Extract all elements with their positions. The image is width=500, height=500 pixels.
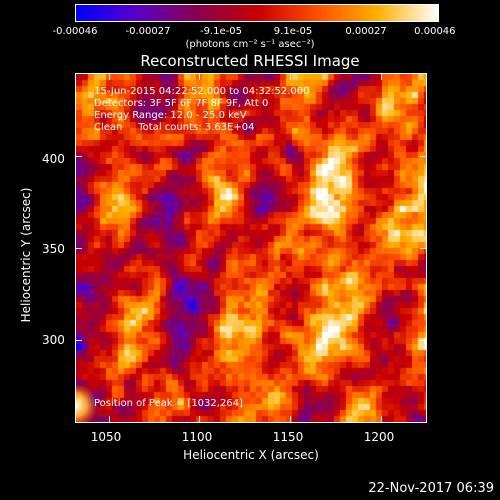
y-axis-label: Heliocentric Y (arcsec)	[19, 187, 33, 323]
x-tick-mark	[289, 74, 291, 80]
colorbar-units: (photons cm⁻² s⁻¹ asec⁻²)	[185, 39, 315, 50]
chart-title: Reconstructed RHESSI Image	[140, 52, 360, 70]
colorbar-tick: 9.1e-05	[273, 26, 313, 37]
y-tick-mark	[420, 339, 426, 341]
colorbar-tick: 0.00027	[345, 26, 387, 37]
x-tick-mark	[108, 74, 110, 80]
colorbar-tick: -0.00046	[52, 26, 98, 37]
plot-area: 15-Jun-2015 04:22:52.000 to 04:32:52.000…	[75, 73, 427, 423]
x-tick-mark	[380, 74, 382, 80]
y-tick-mark	[420, 156, 426, 158]
y-tick-mark	[76, 248, 82, 249]
y-tick-label: 400	[42, 152, 65, 166]
y-tick-mark	[420, 248, 426, 249]
x-tick-mark	[199, 416, 201, 422]
x-tick-label: 1100	[181, 430, 213, 444]
x-tick-label: 1150	[272, 430, 304, 444]
annotation-energy: Energy Range: 12.0 - 25.0 keV	[94, 110, 247, 121]
y-tick-label: 350	[42, 242, 65, 256]
colorbar-tick: -9.1e-05	[200, 26, 242, 37]
y-tick-mark	[76, 339, 82, 341]
x-tick-mark	[289, 416, 291, 422]
y-tick-mark	[76, 156, 82, 158]
x-axis-label: Heliocentric X (arcsec)	[183, 448, 319, 462]
x-tick-mark	[199, 74, 201, 80]
colorbar-tick: 0.00046	[414, 26, 456, 37]
x-tick-label: 1050	[90, 430, 122, 444]
annotation-peak: Position of Peak = [1032,264]	[94, 398, 243, 409]
annotation-detectors: Detectors: 3F 5F 6F 7F 8F 9F, Att 0	[94, 98, 269, 109]
x-tick-label: 1200	[363, 430, 395, 444]
annotation-time: 15-Jun-2015 04:22:52.000 to 04:32:52.000	[94, 86, 310, 97]
colorbar	[75, 4, 439, 22]
timestamp: 22-Nov-2017 06:39	[368, 481, 494, 496]
x-tick-mark	[108, 416, 110, 422]
heatmap-image	[76, 74, 426, 422]
annotation-method: Clean Total counts: 3.63E+04	[94, 122, 255, 133]
y-tick-label: 300	[42, 333, 65, 347]
x-tick-mark	[380, 416, 382, 422]
colorbar-tick: -0.00027	[125, 26, 171, 37]
